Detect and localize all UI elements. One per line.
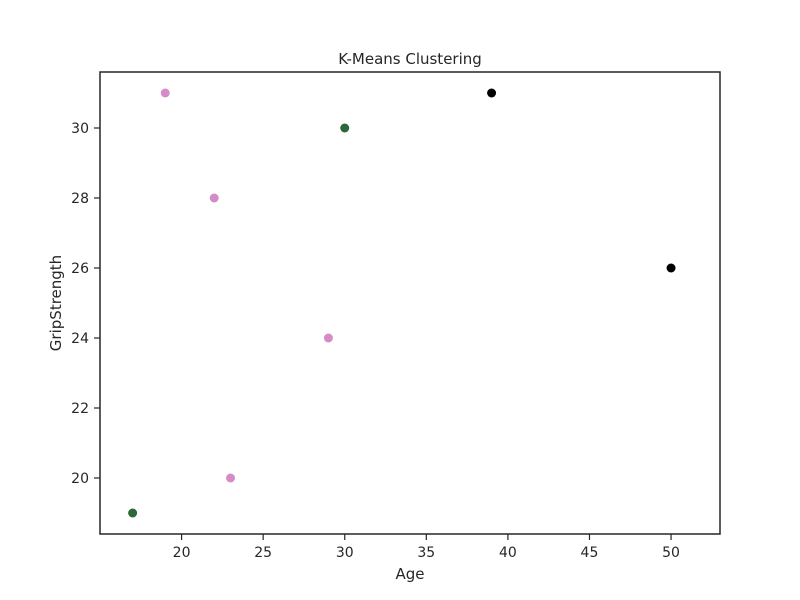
y-tick-label: 24 <box>71 331 89 347</box>
y-axis-label: GripStrength <box>47 255 65 351</box>
scatter-point <box>323 333 333 343</box>
scatter-point <box>226 473 236 483</box>
y-tick-label: 20 <box>71 471 89 487</box>
x-axis-label: Age <box>395 565 424 583</box>
plot-frame <box>99 71 721 535</box>
cluster-2 <box>128 123 350 518</box>
y-tick-label: 30 <box>71 121 89 137</box>
x-tick-label: 40 <box>499 545 517 561</box>
x-tick-label: 35 <box>417 545 435 561</box>
y-axis: 20 22 24 26 28 30 <box>71 121 100 487</box>
y-tick-label: 28 <box>71 191 89 207</box>
x-axis: 20 25 30 35 40 45 50 <box>173 534 680 561</box>
cluster-1 <box>160 88 333 483</box>
x-tick-label: 25 <box>254 545 272 561</box>
scatter-point <box>666 263 676 273</box>
y-tick-label: 26 <box>71 261 89 277</box>
scatter-point <box>160 88 170 98</box>
points-layer <box>128 88 676 518</box>
plot-background <box>100 72 720 534</box>
chart-title: K-Means Clustering <box>338 50 482 68</box>
scatter-point <box>209 193 219 203</box>
y-tick-label: 22 <box>71 401 89 417</box>
scatter-point <box>487 88 497 98</box>
x-tick-label: 50 <box>662 545 680 561</box>
x-tick-label: 45 <box>581 545 599 561</box>
scatter-point <box>340 123 350 133</box>
x-tick-label: 20 <box>173 545 191 561</box>
scatter-point <box>128 508 138 518</box>
x-tick-label: 30 <box>336 545 354 561</box>
plot-area <box>99 71 721 535</box>
cluster-3 <box>487 88 676 273</box>
